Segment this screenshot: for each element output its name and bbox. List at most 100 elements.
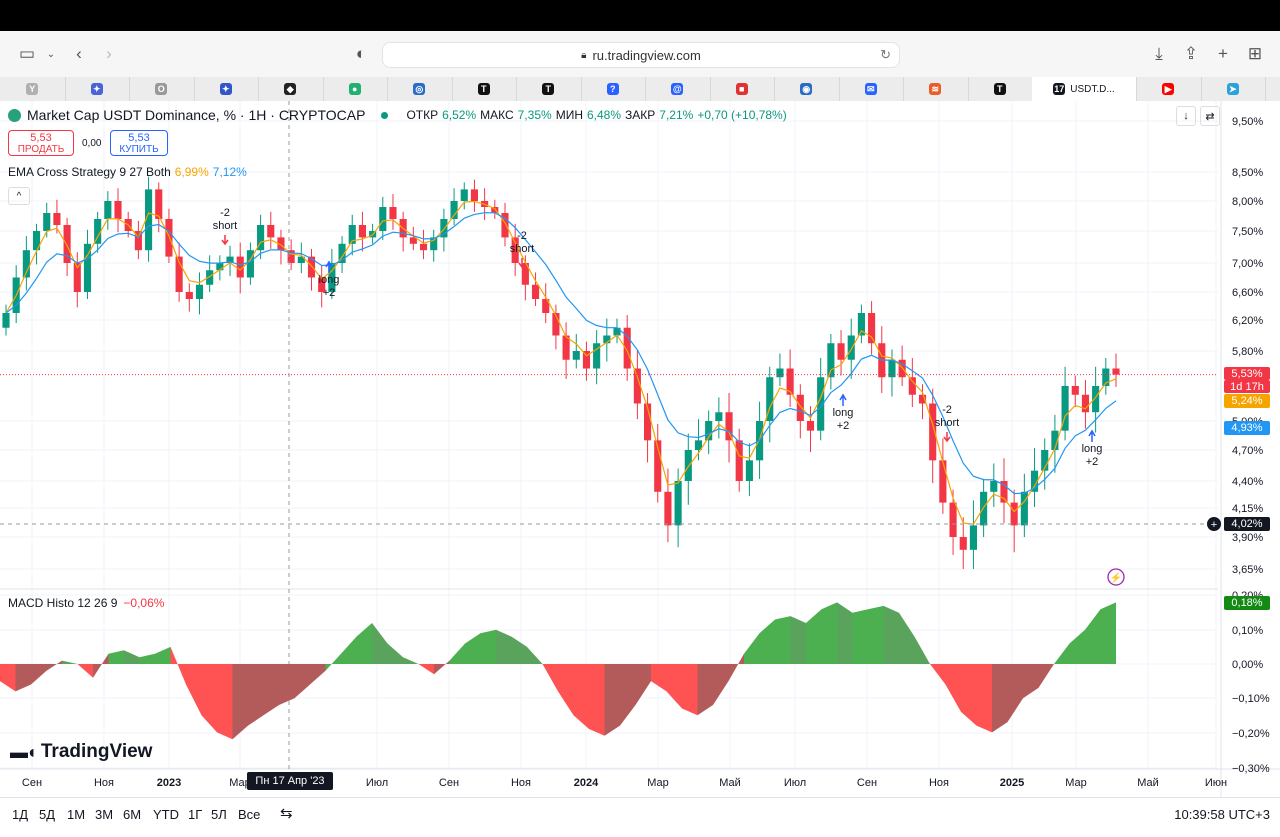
candle-body	[501, 213, 509, 238]
candle-body	[643, 403, 652, 441]
candle-body	[43, 213, 51, 231]
tab-9[interactable]: ?	[581, 77, 646, 101]
countdown-tag: 1d 17h	[1224, 380, 1270, 393]
candle-body	[664, 491, 672, 526]
period-5d[interactable]: 5Д	[39, 807, 56, 822]
price-chart-svg[interactable]: 9,50% 8,50% 8,00% 7,50% 7,00% 6,60% 6,20% 5,80%…	[0, 101, 1280, 832]
period-3m[interactable]: 3М	[95, 807, 114, 822]
forward-icon[interactable]: ›	[106, 44, 112, 63]
price-tick-label: 8,00%	[1232, 196, 1263, 208]
time-tick-label: Июл	[366, 777, 388, 789]
tab-5[interactable]: ●	[323, 77, 388, 101]
chart-area[interactable]: 9,50% 8,50% 8,00% 7,50% 7,00% 6,60% 6,20% 5,80%…	[0, 101, 1280, 832]
period-1y[interactable]: 1Г	[188, 807, 203, 822]
tab-overview-icon[interactable]: ⊞	[1247, 44, 1263, 63]
tab-3[interactable]: ✦	[194, 77, 259, 101]
candle-body	[868, 313, 876, 344]
sell-button[interactable]: 5,53 ПРОДАТЬ	[8, 130, 74, 156]
candle-body	[73, 263, 81, 292]
macd-histogram-segment	[992, 664, 1008, 733]
macd-histogram-segment	[868, 605, 884, 664]
candle-body	[297, 256, 305, 263]
macd-histogram-segment	[248, 664, 264, 726]
symbol-legend[interactable]: Market Cap USDT Dominance, % · 1H · CRYP…	[8, 107, 787, 123]
privacy-shield-icon[interactable]: ◐	[355, 44, 367, 63]
download-chart-button[interactable]: ↓	[1176, 106, 1196, 126]
tab-13[interactable]: ✉	[839, 77, 904, 101]
candle-body	[1000, 481, 1008, 503]
candle-body	[593, 343, 601, 369]
signal-label-line1: -2	[220, 207, 230, 219]
chevron-down-icon[interactable]: ⌄	[46, 48, 56, 60]
macd-legend[interactable]: MACD Histo 12 26 9 −0,06%	[8, 596, 164, 610]
candle-body	[735, 440, 743, 481]
ema-legend[interactable]: EMA Cross Strategy 9 27 Both 6,99% 7,12%	[8, 165, 247, 179]
period-all[interactable]: Все	[238, 807, 261, 822]
brand-text: TradingView	[40, 741, 153, 762]
tab-0[interactable]: Y	[0, 77, 66, 101]
symbol-title[interactable]: Market Cap USDT Dominance, % · 1H · CRYP…	[27, 107, 366, 123]
back-icon[interactable]: ‹	[76, 44, 82, 63]
tab-7[interactable]: T	[452, 77, 517, 101]
macd-histogram-segment	[837, 602, 853, 664]
signal-label-line1: -2	[942, 404, 952, 416]
candle-body	[837, 343, 845, 360]
tab-15[interactable]: T	[968, 77, 1033, 101]
lightning-glyph: ⚡	[1110, 571, 1122, 584]
candle-body	[929, 403, 937, 461]
tab-favicon-icon: T	[993, 83, 1006, 95]
period-1m[interactable]: 1М	[67, 807, 86, 822]
tab-17[interactable]: ▶	[1136, 77, 1202, 101]
new-tab-icon[interactable]: +	[1218, 44, 1228, 63]
tab-4[interactable]: ◆	[258, 77, 324, 101]
tab-18[interactable]: ➤	[1201, 77, 1266, 101]
tab-2[interactable]: O	[129, 77, 195, 101]
tab-active[interactable]: 17 USDT.D...	[1032, 77, 1137, 101]
candle-body	[888, 359, 896, 378]
period-5y[interactable]: 5Л	[211, 807, 227, 822]
tab-12[interactable]: ◉	[774, 77, 840, 101]
status-dot-icon	[381, 111, 389, 119]
tab-favicon-icon: ◎	[413, 83, 426, 95]
macd-tick-label: 0,00%	[1232, 659, 1263, 671]
tab-6[interactable]: ◎	[387, 77, 453, 101]
collapse-legend-button[interactable]: ^	[8, 187, 30, 205]
tab-10[interactable]: @	[645, 77, 711, 101]
candle-body	[338, 243, 346, 263]
buy-button[interactable]: 5,53 КУПИТЬ	[110, 130, 168, 156]
tab-1[interactable]: ✦	[65, 77, 130, 101]
sidebar-toggle-icon[interactable]: ▭	[18, 44, 36, 63]
ema-fast-value: 6,99%	[174, 165, 209, 179]
candle-body	[1102, 368, 1110, 386]
price-tick-label: 7,50%	[1232, 226, 1263, 238]
tradingview-logo-icon: ▬◖	[10, 741, 37, 762]
last-price-tag: 5,53%	[1224, 367, 1270, 380]
date-range-icon[interactable]: ⇆	[280, 805, 293, 822]
period-1d[interactable]: 1Д	[12, 807, 29, 822]
period-ytd[interactable]: YTD	[153, 807, 179, 822]
tab-14[interactable]: ≋	[903, 77, 969, 101]
share-icon[interactable]: ⇪	[1183, 44, 1199, 63]
candle-body	[796, 394, 804, 421]
download-icon[interactable]: ⤓	[1155, 44, 1163, 63]
time-tick-label: Ноя	[511, 777, 531, 789]
short-arrow-icon	[943, 432, 951, 443]
tab-8[interactable]: T	[516, 77, 582, 101]
change-value: +0,70 (+10,78%)	[697, 108, 787, 122]
time-tick-label: Ноя	[94, 777, 114, 789]
candle-body	[786, 368, 794, 395]
candle-body	[1071, 386, 1079, 395]
fullscreen-button[interactable]: ⇄	[1200, 106, 1220, 126]
buy-price: 5,53	[128, 132, 150, 144]
macd-histogram-segment	[372, 623, 388, 664]
macd-histogram-segment	[279, 664, 295, 705]
address-bar[interactable]: 🔒︎ ru.tradingview.com ↻	[382, 42, 900, 68]
close-value: 7,21%	[659, 108, 694, 122]
macd-histogram-segment	[480, 629, 496, 664]
reload-icon[interactable]: ↻	[880, 47, 891, 62]
period-6m[interactable]: 6М	[123, 807, 142, 822]
clock[interactable]: 10:39:58 UTC+3	[1174, 807, 1270, 822]
time-tick-label: 2023	[157, 777, 181, 789]
signal-label-line2: short	[213, 220, 237, 232]
tab-11[interactable]: ■	[710, 77, 775, 101]
